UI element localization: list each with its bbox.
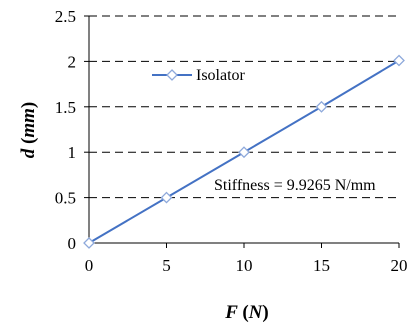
x-axis-title-unit: N — [248, 302, 264, 323]
x-tick-label-2: 10 — [236, 256, 253, 275]
data-point-0-4 — [393, 54, 405, 67]
y-tick-label-3: 1.5 — [55, 98, 76, 117]
y-tick-label-4: 2 — [68, 52, 77, 71]
y-tick-label-2: 1 — [68, 143, 77, 162]
x-axis-title: F (N) — [224, 302, 268, 323]
data-series — [83, 54, 405, 249]
y-tick-label-1: 0.5 — [55, 189, 76, 208]
data-point-0-3 — [315, 100, 328, 113]
y-axis-title-unit: mm — [18, 108, 39, 138]
y-axis-title-paren-close: ) — [18, 102, 39, 108]
x-axis-title-paren-open: ( — [242, 302, 248, 323]
y-tick-label-0: 0 — [68, 234, 77, 253]
x-tick-label-3: 15 — [313, 256, 330, 275]
y-axis-title-paren-open: ( — [18, 138, 39, 144]
x-tick-label-0: 0 — [85, 256, 94, 275]
x-axis-title-text: F (N) — [224, 302, 268, 323]
y-axis-title: d (mm) — [18, 102, 39, 158]
data-point-0-2 — [238, 146, 250, 159]
legend-diamond-marker-icon — [166, 69, 178, 81]
y-tick-label-5: 2.5 — [55, 7, 76, 26]
legend: Isolator — [152, 67, 246, 84]
x-tick-label-4: 20 — [391, 256, 408, 275]
y-axis-title-text: d (mm) — [18, 102, 39, 158]
data-point-0-0 — [83, 237, 95, 249]
legend-label: Isolator — [196, 67, 246, 84]
tick-labels: 0 0.5 1 1.5 2 2.5 0 5 10 15 20 — [55, 7, 408, 275]
x-tick-label-1: 5 — [162, 256, 171, 275]
axes — [84, 15, 400, 248]
stiffness-annotation: Stiffness = 9.9265 N/mm — [214, 177, 376, 194]
data-point-0-1 — [160, 191, 173, 204]
x-axis-title-paren-close: ) — [262, 302, 268, 323]
gridlines — [89, 15, 399, 199]
